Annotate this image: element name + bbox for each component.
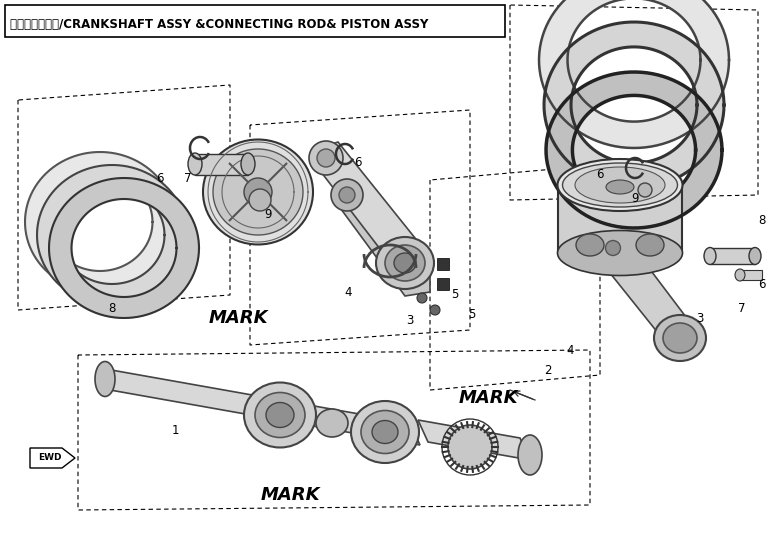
- Ellipse shape: [241, 153, 255, 175]
- Text: 1: 1: [171, 424, 179, 437]
- Text: 9: 9: [264, 209, 272, 221]
- Ellipse shape: [558, 231, 683, 276]
- Polygon shape: [437, 258, 449, 270]
- Text: 4: 4: [566, 343, 574, 356]
- Text: 8: 8: [758, 213, 766, 226]
- Ellipse shape: [309, 141, 343, 175]
- Polygon shape: [37, 165, 187, 305]
- Text: 5: 5: [452, 288, 458, 302]
- Ellipse shape: [606, 180, 634, 194]
- Ellipse shape: [331, 179, 363, 211]
- Ellipse shape: [213, 149, 303, 235]
- Text: 8: 8: [108, 302, 116, 315]
- Ellipse shape: [558, 159, 683, 211]
- Polygon shape: [598, 235, 692, 348]
- Polygon shape: [558, 185, 682, 253]
- Text: EWD: EWD: [38, 454, 61, 462]
- Text: 7: 7: [738, 302, 746, 315]
- Text: 3: 3: [406, 314, 414, 326]
- Ellipse shape: [394, 253, 416, 273]
- Polygon shape: [195, 154, 248, 175]
- Ellipse shape: [188, 153, 202, 175]
- Text: 5: 5: [468, 309, 475, 322]
- Text: 3: 3: [697, 311, 703, 325]
- Text: 4: 4: [344, 286, 352, 299]
- Ellipse shape: [430, 305, 440, 315]
- Circle shape: [448, 425, 492, 469]
- Polygon shape: [418, 420, 530, 460]
- Text: MARK: MARK: [458, 389, 518, 407]
- FancyBboxPatch shape: [5, 5, 505, 37]
- Ellipse shape: [249, 189, 271, 211]
- Ellipse shape: [317, 149, 335, 167]
- Ellipse shape: [654, 315, 706, 361]
- Text: 2: 2: [545, 363, 551, 377]
- Polygon shape: [30, 448, 75, 468]
- Ellipse shape: [339, 187, 355, 203]
- Ellipse shape: [576, 234, 604, 256]
- Ellipse shape: [244, 383, 316, 447]
- Ellipse shape: [749, 248, 761, 264]
- Ellipse shape: [598, 233, 628, 263]
- Polygon shape: [546, 72, 722, 228]
- Polygon shape: [740, 270, 762, 280]
- Text: 6: 6: [758, 279, 766, 292]
- Text: 6: 6: [596, 169, 604, 181]
- Ellipse shape: [372, 421, 398, 444]
- Ellipse shape: [351, 401, 419, 463]
- Ellipse shape: [605, 241, 621, 256]
- Text: 6: 6: [354, 156, 362, 169]
- Ellipse shape: [735, 269, 745, 281]
- Ellipse shape: [638, 183, 652, 197]
- Text: 曲轴连杆活塞组/CRANKSHAFT ASSY &CONNECTING ROD& PISTON ASSY: 曲轴连杆活塞组/CRANKSHAFT ASSY &CONNECTING ROD&…: [10, 18, 429, 30]
- Ellipse shape: [417, 293, 427, 303]
- Polygon shape: [710, 248, 755, 264]
- Ellipse shape: [518, 435, 542, 475]
- Ellipse shape: [316, 409, 348, 437]
- Polygon shape: [544, 22, 724, 188]
- Text: 6: 6: [156, 172, 164, 185]
- Ellipse shape: [95, 362, 115, 396]
- Polygon shape: [318, 142, 415, 262]
- Ellipse shape: [663, 323, 697, 353]
- Ellipse shape: [266, 402, 294, 427]
- Text: 9: 9: [631, 192, 639, 204]
- Ellipse shape: [562, 163, 677, 207]
- Text: 7: 7: [184, 172, 192, 185]
- Polygon shape: [100, 368, 420, 445]
- Polygon shape: [25, 152, 175, 292]
- Polygon shape: [437, 278, 449, 290]
- Ellipse shape: [361, 410, 409, 454]
- Text: MARK: MARK: [208, 309, 268, 327]
- Ellipse shape: [255, 393, 305, 438]
- Ellipse shape: [244, 178, 272, 206]
- Ellipse shape: [376, 237, 434, 289]
- Polygon shape: [338, 178, 430, 296]
- Ellipse shape: [704, 248, 716, 264]
- Text: MARK: MARK: [260, 486, 319, 504]
- Polygon shape: [539, 0, 729, 148]
- Ellipse shape: [575, 167, 665, 203]
- Ellipse shape: [203, 140, 313, 244]
- Ellipse shape: [385, 245, 425, 281]
- Ellipse shape: [636, 234, 664, 256]
- Polygon shape: [49, 178, 199, 318]
